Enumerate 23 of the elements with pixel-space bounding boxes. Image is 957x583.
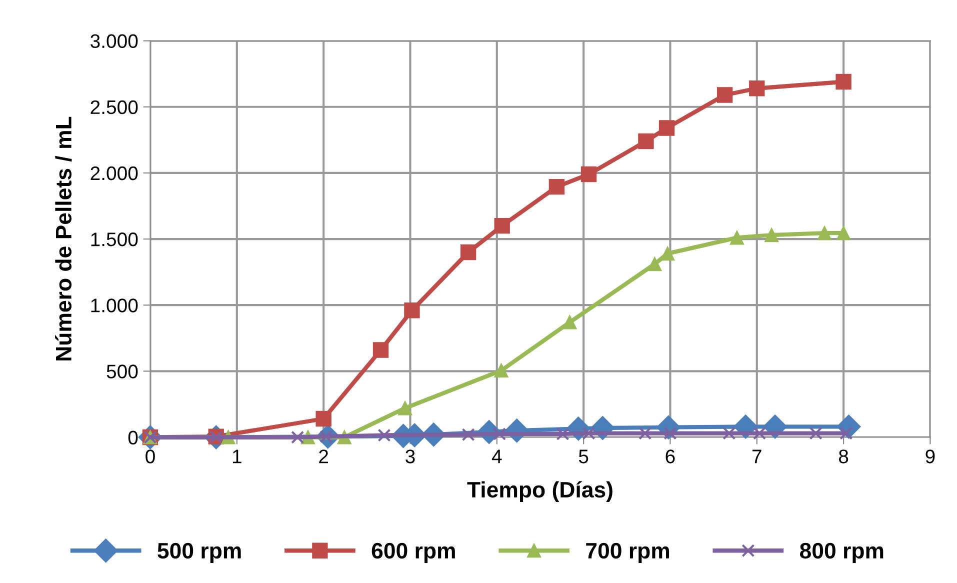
x-tick-label: 4	[492, 450, 502, 464]
x-tick-label: 9	[926, 450, 935, 464]
y-tick-label: 2.500	[90, 100, 138, 114]
legend-label: 600 rpm	[372, 542, 455, 563]
x-tick-label: 7	[752, 450, 762, 464]
y-tick-label: 0	[128, 430, 138, 444]
x-tick-label: 0	[146, 450, 155, 464]
y-tick-label: 500	[106, 364, 138, 378]
legend-label: 500 rpm	[158, 542, 241, 563]
x-tick-label: 6	[666, 450, 675, 464]
x-tick-label: 8	[838, 450, 848, 464]
x-tick-label: 2	[319, 450, 328, 464]
y-tick-label: 1.000	[91, 298, 138, 312]
y-tick-label: 2.000	[90, 166, 138, 180]
legend-label: 700 rpm	[586, 542, 670, 563]
y-tick-label: 1.500	[91, 232, 138, 246]
x-axis-title: Tiempo (Días)	[467, 481, 612, 502]
y-axis-title: Número de Pellets / mL	[54, 116, 72, 360]
x-tick-label: 5	[578, 450, 588, 464]
legend-label: 800 rpm	[800, 542, 884, 563]
x-tick-label: 3	[406, 450, 415, 464]
x-tick-label: 1	[232, 450, 242, 464]
y-tick-label: 3.000	[90, 34, 138, 48]
